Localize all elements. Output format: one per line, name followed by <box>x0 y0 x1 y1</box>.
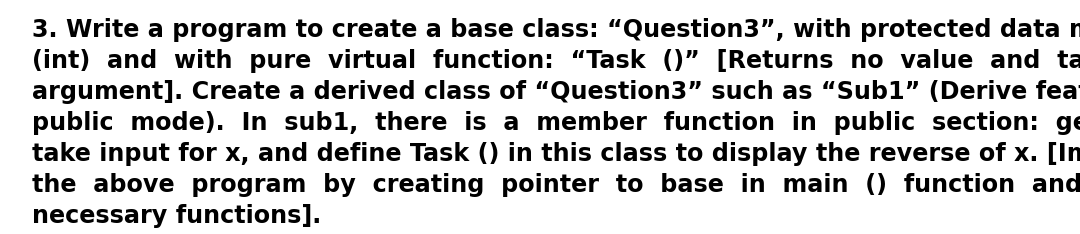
Text: necessary functions].: necessary functions]. <box>32 204 322 228</box>
Text: take input for x, and define Task () in this class to display the reverse of x. : take input for x, and define Task () in … <box>32 142 1080 166</box>
Text: (int)  and  with  pure  virtual  function:  “Task  ()”  [Returns  no  value  and: (int) and with pure virtual function: “T… <box>32 49 1080 73</box>
Text: 3. Write a program to create a base class: “Question3”, with protected data memb: 3. Write a program to create a base clas… <box>32 18 1080 42</box>
Text: argument]. Create a derived class of “Question3” such as “Sub1” (Derive features: argument]. Create a derived class of “Qu… <box>32 80 1080 104</box>
Text: public  mode).  In  sub1,  there  is  a  member  function  in  public  section: : public mode). In sub1, there is a member… <box>32 111 1080 136</box>
Text: the  above  program  by  creating  pointer  to  base  in  main  ()  function  an: the above program by creating pointer to… <box>32 173 1080 197</box>
